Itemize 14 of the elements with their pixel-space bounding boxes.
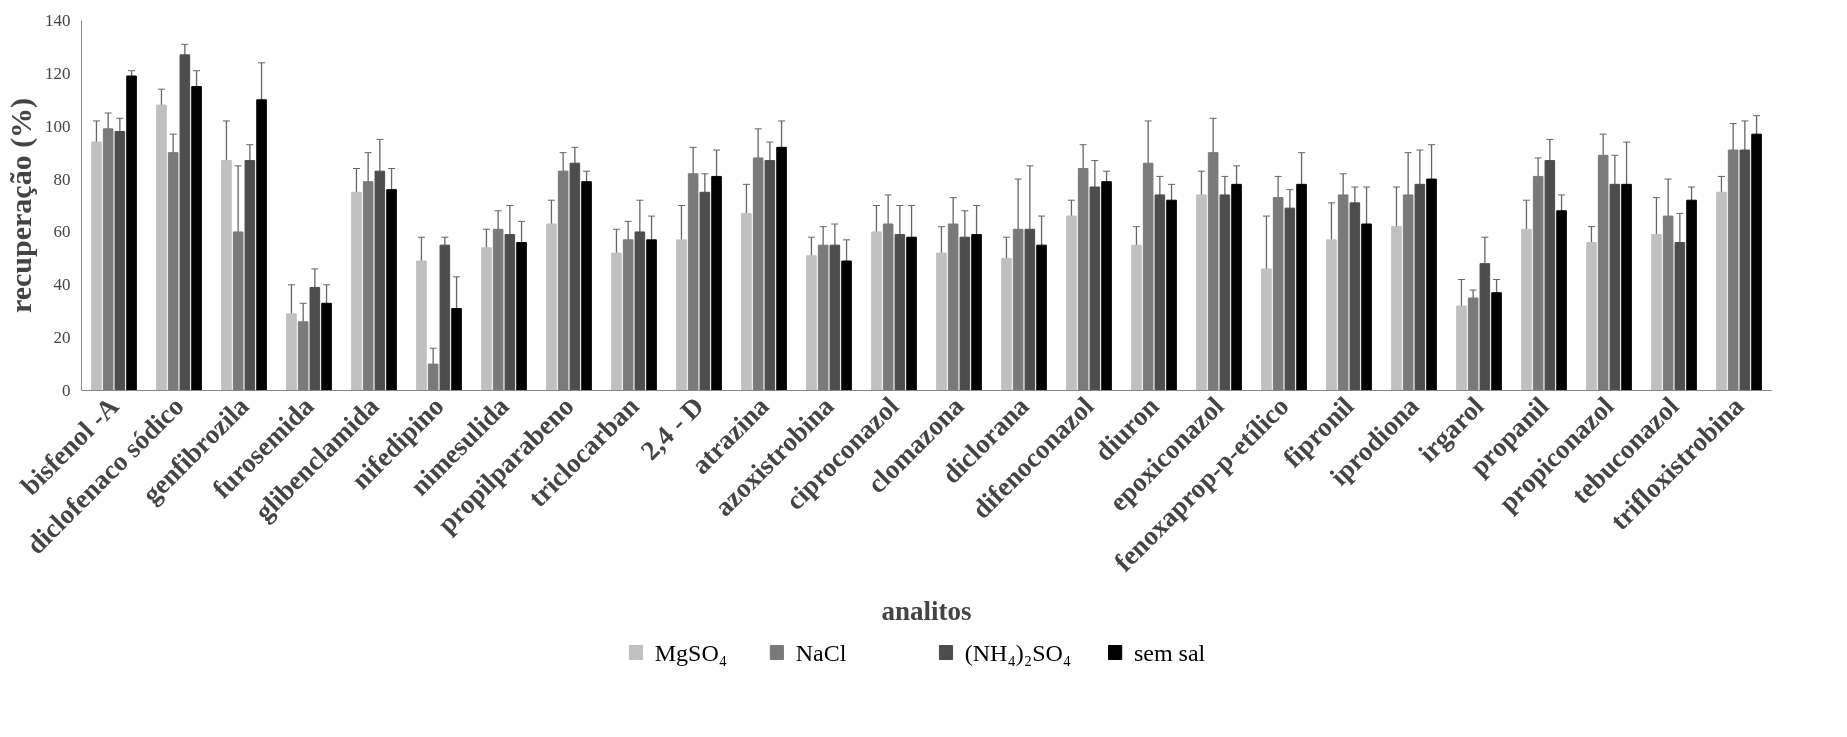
legend-label: MgSO₄	[654, 639, 728, 666]
y-tick-label: 20	[53, 328, 71, 348]
legend-label: (NH₄)₂SO₄	[964, 639, 1072, 666]
y-tick-label: 80	[53, 169, 71, 189]
y-tick-label: 0	[62, 381, 71, 400]
y-tick-label: 40	[53, 275, 71, 295]
x-axis-title: analitos	[881, 595, 972, 626]
y-tick-label: 60	[53, 222, 71, 242]
y-axis-title: recuperação (%)	[4, 97, 38, 314]
legend-label: sem sal	[1133, 639, 1206, 666]
legend-label: NaCl	[795, 639, 847, 666]
y-tick-label: 140	[45, 11, 71, 30]
y-tick-label: 100	[45, 116, 71, 136]
y-tick-label: 120	[45, 63, 71, 83]
